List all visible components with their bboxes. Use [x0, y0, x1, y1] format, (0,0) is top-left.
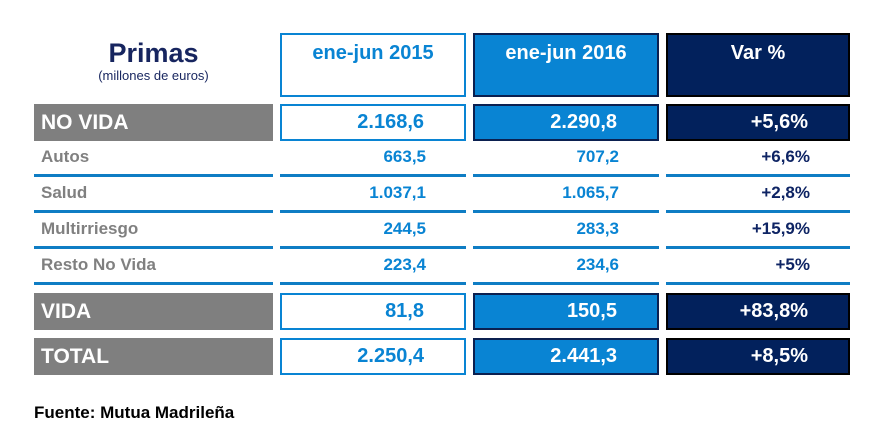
column-header-ene-jun-2015: ene-jun 2015 [280, 33, 466, 97]
value-2016: 283,3 [473, 213, 659, 249]
row-label: Multirriesgo [34, 213, 273, 249]
column-header-var-pct: Var % [666, 33, 850, 97]
value-var: +15,9% [666, 213, 850, 249]
value-2015: 2.168,6 [280, 104, 466, 141]
value-2016: 150,5 [473, 293, 659, 330]
value-2015: 81,8 [280, 293, 466, 330]
value-2016: 2.441,3 [473, 338, 659, 375]
table-row-salud: Salud 1.037,1 1.065,7 +2,8% [34, 177, 850, 213]
row-label: Autos [34, 141, 273, 177]
table-title-cell: Primas (millones de euros) [34, 33, 273, 97]
table-header-row: Primas (millones de euros) ene-jun 2015 … [34, 33, 850, 97]
row-label: Salud [34, 177, 273, 213]
value-var: +83,8% [666, 293, 850, 330]
value-var: +6,6% [666, 141, 850, 177]
value-var: +5% [666, 249, 850, 285]
value-2015: 244,5 [280, 213, 466, 249]
value-2016: 234,6 [473, 249, 659, 285]
table-row-no-vida: NO VIDA 2.168,6 2.290,8 +5,6% [34, 104, 850, 141]
value-2016: 1.065,7 [473, 177, 659, 213]
table-subtitle: (millones de euros) [98, 68, 209, 83]
premiums-table: Primas (millones de euros) ene-jun 2015 … [34, 33, 850, 375]
value-var: +2,8% [666, 177, 850, 213]
table-row-multirriesgo: Multirriesgo 244,5 283,3 +15,9% [34, 213, 850, 249]
value-var: +8,5% [666, 338, 850, 375]
row-label: NO VIDA [34, 104, 273, 141]
table-row-total: TOTAL 2.250,4 2.441,3 +8,5% [34, 338, 850, 375]
value-2015: 1.037,1 [280, 177, 466, 213]
column-header-ene-jun-2016: ene-jun 2016 [473, 33, 659, 97]
value-2015: 223,4 [280, 249, 466, 285]
value-var: +5,6% [666, 104, 850, 141]
table-title: Primas [108, 38, 199, 68]
table-row-autos: Autos 663,5 707,2 +6,6% [34, 141, 850, 177]
table-row-vida: VIDA 81,8 150,5 +83,8% [34, 293, 850, 330]
row-label: VIDA [34, 293, 273, 330]
table-row-resto-no-vida: Resto No Vida 223,4 234,6 +5% [34, 249, 850, 285]
value-2016: 707,2 [473, 141, 659, 177]
value-2015: 2.250,4 [280, 338, 466, 375]
source-note: Fuente: Mutua Madrileña [34, 403, 235, 422]
value-2015: 663,5 [280, 141, 466, 177]
row-label: Resto No Vida [34, 249, 273, 285]
row-label: TOTAL [34, 338, 273, 375]
value-2016: 2.290,8 [473, 104, 659, 141]
